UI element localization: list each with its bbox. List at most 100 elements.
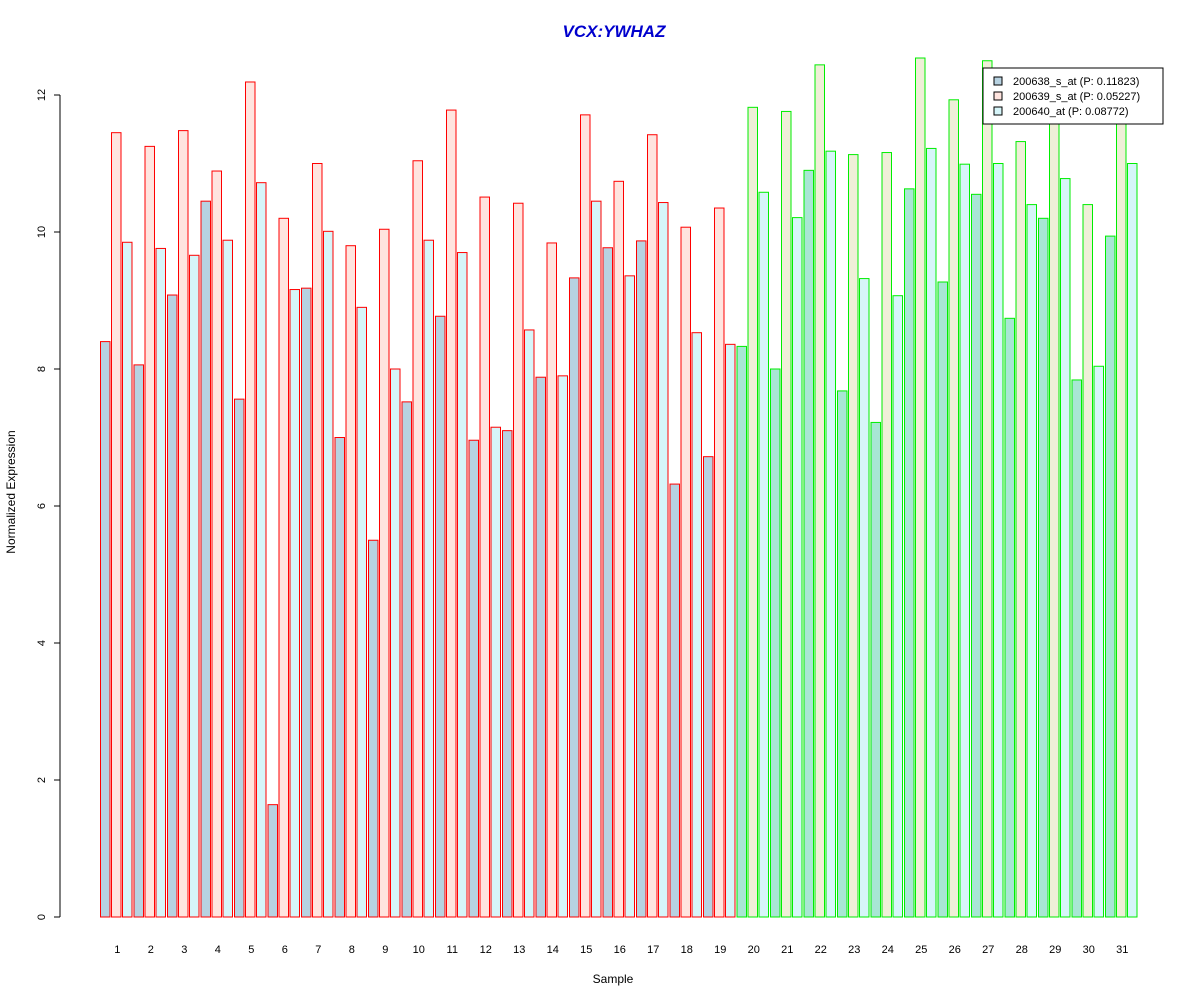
- bar: [926, 147, 937, 918]
- legend-swatch: [993, 76, 1003, 86]
- bar: [502, 430, 513, 918]
- bar: [937, 281, 948, 918]
- bar: [312, 163, 323, 918]
- bar: [557, 375, 568, 918]
- bar: [479, 196, 490, 918]
- bar: [122, 241, 133, 918]
- bar: [915, 57, 926, 918]
- bar: [881, 152, 892, 918]
- bar: [1082, 204, 1093, 918]
- x-tick-label: 20: [748, 944, 760, 956]
- bar: [892, 295, 903, 918]
- bar: [446, 109, 457, 918]
- bar: [267, 804, 278, 918]
- x-tick-label: 29: [1049, 944, 1061, 956]
- bar: [580, 114, 591, 918]
- x-tick-label: 4: [215, 944, 221, 956]
- bar: [993, 163, 1004, 918]
- bar: [144, 145, 155, 918]
- bar: [803, 169, 814, 918]
- legend-entry: 200640_at (P: 0.08772): [1013, 106, 1129, 118]
- bar: [636, 240, 647, 918]
- x-tick-label: 25: [915, 944, 927, 956]
- bar: [736, 345, 747, 918]
- bar: [513, 202, 524, 918]
- x-axis-label: Sample: [593, 972, 634, 986]
- x-tick-label: 1: [114, 944, 120, 956]
- y-tick-label: 0: [36, 914, 48, 920]
- bar: [356, 306, 367, 918]
- x-tick-label: 17: [647, 944, 659, 956]
- x-tick-label: 18: [681, 944, 693, 956]
- bar: [624, 275, 635, 918]
- x-tick-label: 5: [248, 944, 254, 956]
- bar: [602, 247, 613, 918]
- bar: [848, 154, 859, 918]
- bar: [278, 217, 289, 918]
- y-tick-label: 2: [36, 777, 48, 783]
- bar: [535, 376, 546, 918]
- x-tick-label: 6: [282, 944, 288, 956]
- bar: [982, 60, 993, 918]
- bar: [301, 287, 312, 918]
- bar: [245, 81, 256, 918]
- bar: [524, 329, 535, 918]
- bar: [948, 99, 959, 918]
- bar: [412, 160, 423, 918]
- x-tick-label: 24: [882, 944, 894, 956]
- bar: [334, 437, 345, 918]
- y-tick-label: 6: [36, 503, 48, 509]
- bar: [1071, 379, 1082, 918]
- x-tick-label: 14: [547, 944, 559, 956]
- x-tick-label: 27: [982, 944, 994, 956]
- bar: [1093, 365, 1104, 918]
- bar: [669, 483, 680, 918]
- x-tick-label: 19: [714, 944, 726, 956]
- legend-entry: 200638_s_at (P: 0.11823): [1013, 76, 1139, 88]
- bar: [758, 191, 769, 918]
- bar: [613, 180, 624, 918]
- x-tick-label: 8: [349, 944, 355, 956]
- y-tick-label: 4: [36, 640, 48, 646]
- bar: [100, 341, 111, 918]
- bar: [222, 239, 233, 918]
- x-tick-label: 9: [382, 944, 388, 956]
- bar: [959, 163, 970, 918]
- x-tick-label: 7: [315, 944, 321, 956]
- x-tick-label: 12: [480, 944, 492, 956]
- bar: [859, 278, 870, 918]
- bar: [256, 182, 267, 918]
- bar: [647, 134, 658, 918]
- bar: [825, 150, 836, 918]
- bar: [781, 110, 792, 918]
- bar: [133, 364, 144, 918]
- bar: [770, 368, 781, 918]
- legend-swatch: [993, 91, 1003, 101]
- bar: [680, 226, 691, 918]
- legend-box: [982, 67, 1164, 125]
- bar: [725, 343, 736, 918]
- x-tick-label: 2: [148, 944, 154, 956]
- bar: [1116, 123, 1127, 918]
- bar: [178, 130, 189, 918]
- bar: [792, 217, 803, 918]
- bar: [546, 242, 557, 918]
- bar: [1004, 317, 1015, 918]
- bar: [211, 170, 222, 918]
- legend-swatch: [993, 106, 1003, 116]
- legend: 200638_s_at (P: 0.11823) 200639_s_at (P: …: [982, 67, 1164, 125]
- x-tick-label: 10: [413, 944, 425, 956]
- bar: [1049, 118, 1060, 918]
- bar: [658, 202, 669, 918]
- bar: [1127, 163, 1138, 918]
- x-tick-label: 31: [1116, 944, 1128, 956]
- y-tick-label: 12: [36, 89, 48, 101]
- x-tick-label: 11: [447, 944, 458, 956]
- bar: [747, 106, 758, 918]
- bar: [167, 294, 178, 918]
- x-tick-label: 15: [580, 944, 592, 956]
- bar: [1038, 217, 1049, 918]
- bar: [1015, 141, 1026, 918]
- bar: [234, 398, 245, 918]
